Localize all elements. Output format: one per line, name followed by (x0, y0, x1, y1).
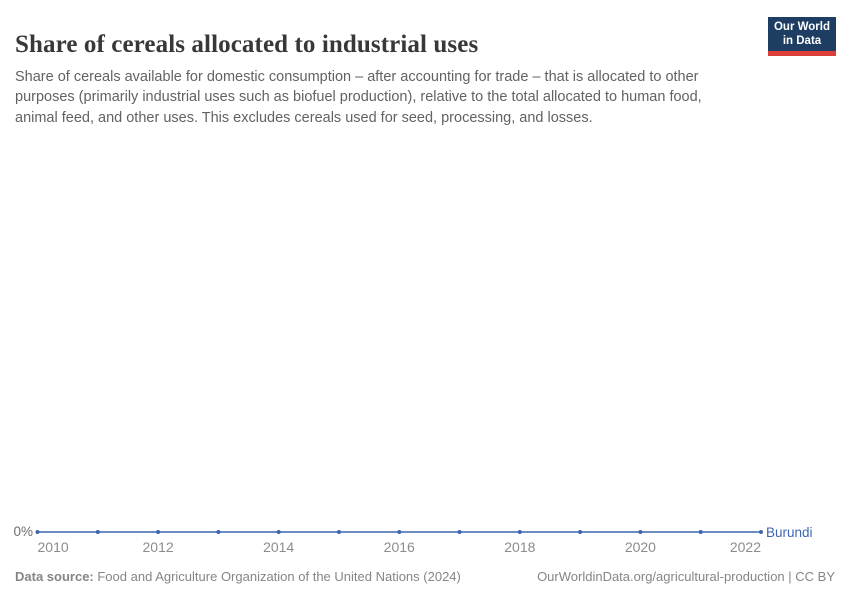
x-tick-label: 2012 (142, 539, 174, 555)
data-point (156, 530, 161, 534)
data-point (457, 530, 462, 534)
y-tick-label: 0% (13, 524, 33, 539)
chart-subtitle: Share of cereals available for domestic … (15, 68, 702, 126)
page-title: Share of cereals allocated to industrial… (15, 30, 479, 58)
data-point (698, 530, 703, 534)
x-axis-ticks: 2010 2012 2014 2016 2018 2020 2022 (0, 539, 850, 555)
data-point (759, 530, 763, 534)
x-tick-label: 2018 (504, 539, 536, 555)
data-point (95, 530, 100, 534)
data-point (517, 530, 522, 534)
license-note: OurWorldinData.org/agricultural-producti… (537, 569, 835, 584)
data-point (216, 530, 221, 534)
owid-logo-line1: Our World (773, 21, 830, 33)
data-point (638, 530, 643, 534)
data-source-label: Data source: (15, 569, 94, 584)
x-tick-label: 2016 (383, 539, 415, 555)
data-source-text: Food and Agriculture Organization of the… (93, 569, 461, 584)
entity-label: Burundi (766, 524, 813, 540)
x-tick-label: 2022 (729, 539, 761, 555)
owid-logo-text: Our World in Data (768, 17, 836, 51)
data-point (35, 530, 40, 534)
x-tick-label: 2010 (37, 539, 69, 555)
chart-footer: Data source: Food and Agriculture Organi… (15, 569, 835, 584)
owid-logo-accent-bar (768, 51, 836, 56)
data-source-note: Data source: Food and Agriculture Organi… (15, 569, 461, 584)
owid-logo: Our World in Data (768, 17, 836, 56)
data-point (276, 530, 281, 534)
data-point (337, 530, 341, 534)
x-tick-label: 2020 (624, 539, 656, 555)
data-point (578, 530, 583, 534)
data-point (397, 530, 402, 534)
x-tick-label: 2014 (263, 539, 295, 555)
owid-logo-line2: in Data (782, 34, 822, 47)
